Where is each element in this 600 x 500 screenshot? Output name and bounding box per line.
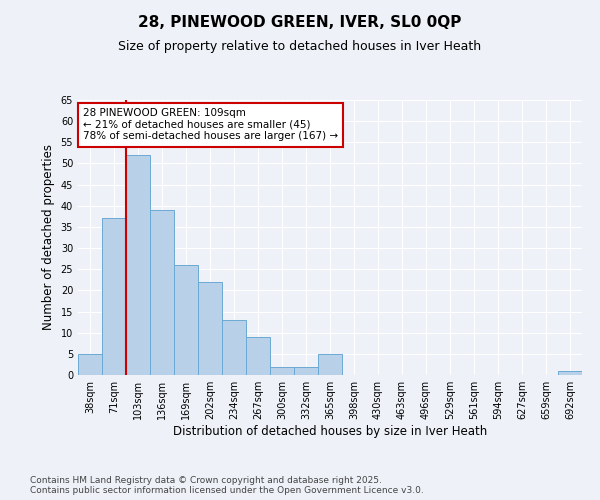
Text: Contains HM Land Registry data © Crown copyright and database right 2025.
Contai: Contains HM Land Registry data © Crown c… — [30, 476, 424, 495]
Y-axis label: Number of detached properties: Number of detached properties — [42, 144, 55, 330]
Bar — [102, 218, 126, 375]
Bar — [150, 210, 174, 375]
Bar — [126, 155, 150, 375]
Text: Size of property relative to detached houses in Iver Heath: Size of property relative to detached ho… — [118, 40, 482, 53]
Bar — [222, 320, 246, 375]
Bar — [294, 366, 318, 375]
Bar — [558, 371, 582, 375]
Bar — [270, 366, 294, 375]
Bar — [198, 282, 222, 375]
Text: 28 PINEWOOD GREEN: 109sqm
← 21% of detached houses are smaller (45)
78% of semi-: 28 PINEWOOD GREEN: 109sqm ← 21% of detac… — [83, 108, 338, 142]
Bar — [318, 354, 342, 375]
Text: 28, PINEWOOD GREEN, IVER, SL0 0QP: 28, PINEWOOD GREEN, IVER, SL0 0QP — [139, 15, 461, 30]
Bar — [78, 354, 102, 375]
Bar — [174, 265, 198, 375]
Bar — [246, 337, 270, 375]
X-axis label: Distribution of detached houses by size in Iver Heath: Distribution of detached houses by size … — [173, 425, 487, 438]
